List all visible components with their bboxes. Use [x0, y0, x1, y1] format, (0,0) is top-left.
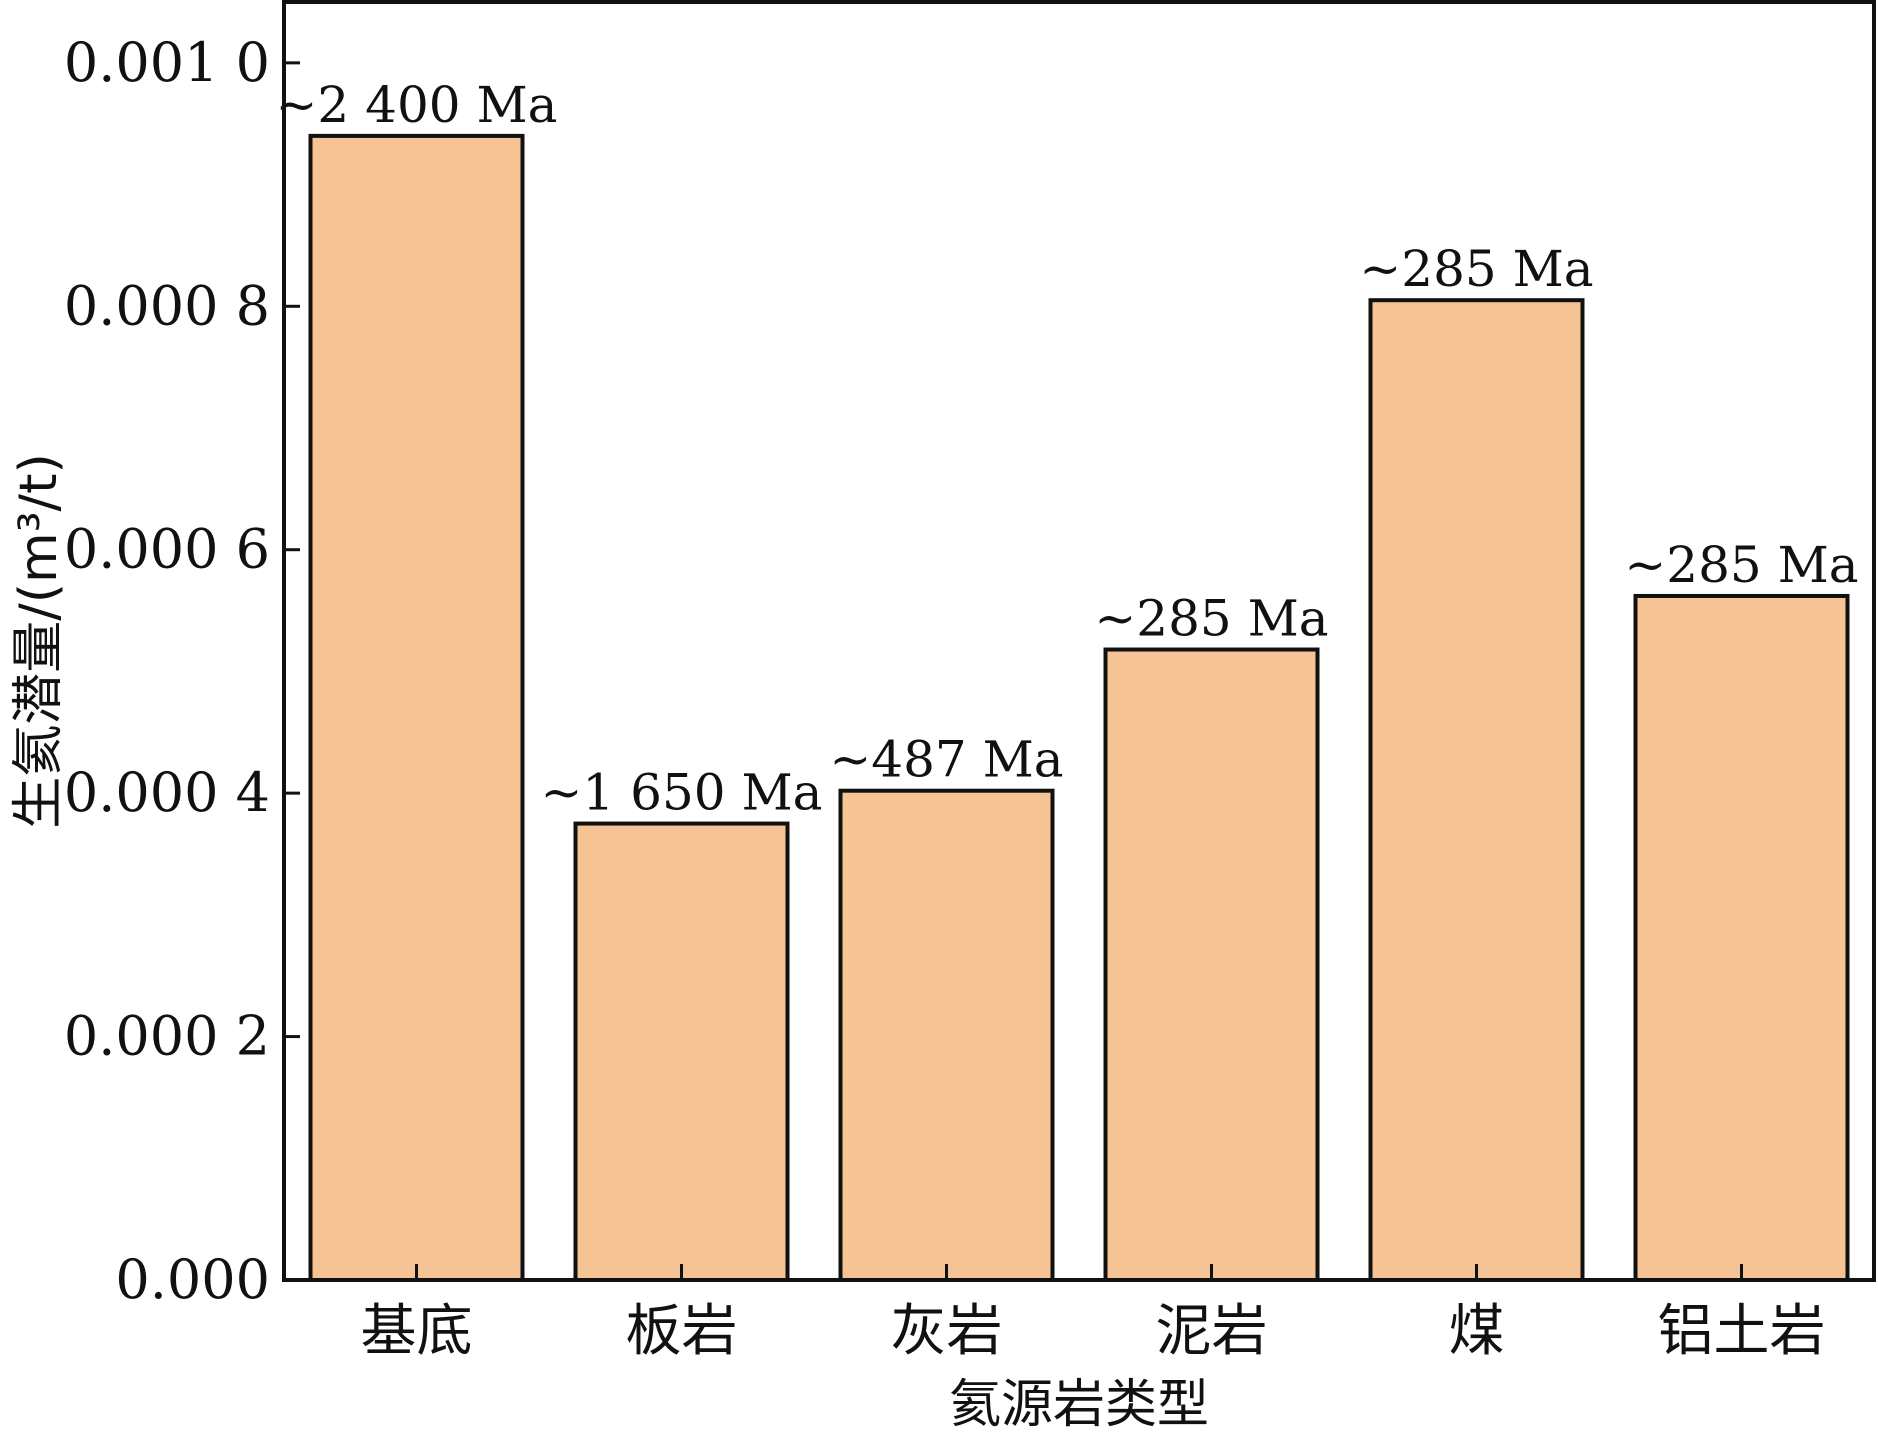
x-axis-title: 氦源岩类型 [949, 1375, 1209, 1434]
y-tick-label: 0.000 8 [64, 274, 270, 337]
bars-group [308, 133, 1850, 1282]
bar [1368, 298, 1585, 1282]
bar [1103, 647, 1320, 1282]
bar [1633, 593, 1850, 1282]
bar-value-label: ~1 650 Ma [541, 764, 823, 822]
plot-area [282, 0, 1876, 1282]
y-tick-label: 0.001 0 [64, 31, 270, 94]
x-tick-label: 泥岩 [1156, 1299, 1268, 1364]
bar-value-label: ~285 Ma [1624, 536, 1858, 594]
bar [308, 133, 525, 1282]
bar [573, 821, 790, 1282]
y-tick-label: 0.000 4 [64, 761, 270, 824]
y-tick-label: 0.000 2 [64, 1005, 270, 1068]
bar-value-label: ~2 400 Ma [276, 76, 558, 134]
x-tick-label: 铝土岩 [1658, 1299, 1826, 1364]
x-tick-label: 基底 [361, 1299, 473, 1364]
x-tick-label: 煤 [1449, 1299, 1505, 1364]
y-tick-label: 0.000 [115, 1248, 270, 1311]
x-tick-label: 灰岩 [891, 1299, 1003, 1364]
x-axis-ticks: 基底 板岩 灰岩 泥岩 煤 铝土岩 [361, 1264, 1826, 1364]
plot-frame [282, 0, 1876, 1282]
bar-labels-group: ~2 400 Ma ~1 650 Ma~487 Ma ~285 Ma ~285 Ma ~… [276, 76, 1859, 822]
bar-value-label: ~285 Ma [1359, 240, 1593, 298]
x-tick-label: 板岩 [626, 1299, 738, 1364]
y-axis-ticks: 0.000 0.000 2 0.000 4 0.000 6 0.000 8 0.001 0 [64, 31, 300, 1311]
bar-value-label: ~285 Ma [1094, 590, 1328, 648]
bar-value-label: ~487 Ma [829, 731, 1063, 789]
y-axis-title: 生氦潜量/(m³/t) [9, 453, 69, 829]
y-tick-label: 0.000 6 [64, 518, 270, 581]
bar [838, 788, 1055, 1282]
